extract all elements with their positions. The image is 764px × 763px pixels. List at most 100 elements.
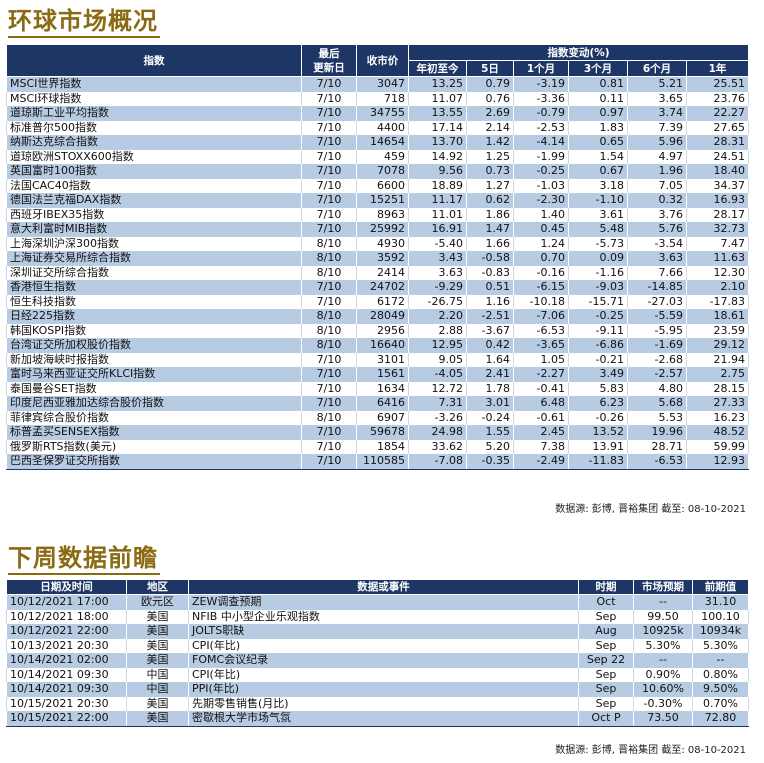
table-row: 标普孟买SENSEX指数 7/10 59678 24.98 1.55 2.45 13.52 1… (6, 425, 750, 440)
table-row: 10/15/2021 20:30 美国 先期零售销售(月比) Sep -0.30% 0.7… (6, 696, 749, 711)
index-name-cell: 新加坡海峡时报指数 (6, 352, 302, 367)
table-row: 法国CAC40指数 7/10 6600 18.89 1.27 -1.03 3.18 7.05 3… (6, 178, 750, 193)
last-update-cell: 7/10 (301, 222, 357, 237)
3m-change-cell: -6.86 (568, 338, 628, 353)
table-row: 10/12/2021 22:00 美国 JOLTS职缺 Aug 10925k 10934k (6, 624, 749, 639)
5d-change-cell: 0.42 (466, 338, 514, 353)
index-name-cell: 香港恒生指数 (6, 280, 302, 295)
3m-change-cell: 13.52 (568, 425, 628, 440)
1y-change-cell: 2.75 (685, 367, 750, 382)
1m-change-cell: -3.65 (513, 338, 569, 353)
6m-change-cell: 5.96 (627, 135, 687, 150)
close-price-cell: 718 (356, 91, 409, 106)
3m-change-cell: -1.10 (568, 193, 628, 208)
1m-change-cell: 2.45 (513, 425, 569, 440)
3m-change-cell: -1.16 (568, 265, 628, 280)
1m-change-cell: -1.03 (513, 178, 569, 193)
period-cell: Sep (578, 638, 634, 653)
5d-change-cell: 1.64 (466, 352, 514, 367)
table-row: 10/12/2021 17:00 欧元区 ZEW调查预期 Oct -- 31.10 (6, 594, 749, 610)
header-period: 时期 (578, 579, 634, 595)
period-cell: Oct P (578, 711, 634, 727)
region-cell: 中国 (126, 667, 189, 682)
ytd-change-cell: 14.92 (408, 149, 467, 164)
6m-change-cell: 5.21 (627, 76, 687, 92)
prior-value-cell: 9.50% (692, 682, 749, 697)
prior-value-cell: 0.80% (692, 667, 749, 682)
prior-value-cell: 5.30% (692, 638, 749, 653)
5d-change-cell: 1.78 (466, 381, 514, 396)
6m-change-cell: 4.97 (627, 149, 687, 164)
event-cell: JOLTS职缺 (188, 624, 579, 639)
last-update-cell: 7/10 (301, 396, 357, 411)
5d-change-cell: 2.14 (466, 120, 514, 135)
table-row: 10/12/2021 18:00 美国 NFIB 中小型企业乐观指数 Sep 99.50… (6, 609, 749, 624)
event-cell: CPI(年比) (188, 638, 579, 653)
close-price-cell: 1854 (356, 439, 409, 454)
ytd-change-cell: -9.29 (408, 280, 467, 295)
5d-change-cell: 5.20 (466, 439, 514, 454)
header-6m: 6个月 (627, 60, 687, 77)
source-note-calendar: 数据源: 彭博, 晋裕集团 截至: 08-10-2021 (555, 745, 746, 756)
1y-change-cell: 27.65 (685, 120, 750, 135)
1y-change-cell: 21.94 (685, 352, 750, 367)
region-cell: 美国 (126, 653, 189, 668)
ytd-change-cell: 13.70 (408, 135, 467, 150)
index-name-cell: 标准普尔500指数 (6, 120, 302, 135)
header-datetime: 日期及时间 (6, 579, 127, 595)
6m-change-cell: 0.32 (627, 193, 687, 208)
datetime-cell: 10/12/2021 17:00 (6, 594, 127, 610)
1m-change-cell: -2.53 (513, 120, 569, 135)
region-cell: 中国 (126, 682, 189, 697)
table-row: 道琼斯工业平均指数 7/10 34755 13.55 2.69 -0.79 0.97 3.74… (6, 106, 750, 121)
table-row: 巴西圣保罗证交所指数 7/10 110585 -7.08 -0.35 -2.49 -11.8… (6, 454, 750, 470)
3m-change-cell: 0.67 (568, 164, 628, 179)
6m-change-cell: 5.68 (627, 396, 687, 411)
last-update-cell: 8/10 (301, 309, 357, 324)
5d-change-cell: 1.16 (466, 294, 514, 309)
1y-change-cell: 12.93 (685, 454, 750, 470)
table-row: 印度尼西亚雅加达综合股价指数 7/10 6416 7.31 3.01 6.48 6.23 5.… (6, 396, 750, 411)
5d-change-cell: 2.69 (466, 106, 514, 121)
3m-change-cell: 0.97 (568, 106, 628, 121)
datetime-cell: 10/14/2021 09:30 (6, 682, 127, 697)
table-row: 10/14/2021 02:00 美国 FOMC会议纪录 Sep 22 -- -- (6, 653, 749, 668)
last-update-cell: 7/10 (301, 280, 357, 295)
header-prior: 前期值 (692, 579, 749, 595)
close-price-cell: 1634 (356, 381, 409, 396)
close-price-cell: 59678 (356, 425, 409, 440)
table-row: 标准普尔500指数 7/10 4400 17.14 2.14 -2.53 1.83 7.39 2… (6, 120, 750, 135)
1y-change-cell: 28.31 (685, 135, 750, 150)
1y-change-cell: 12.30 (685, 265, 750, 280)
header-index: 指数 (6, 44, 302, 77)
close-price-cell: 24702 (356, 280, 409, 295)
1m-change-cell: -6.15 (513, 280, 569, 295)
section-title-global-markets: 环球市场概况 (8, 6, 160, 38)
last-update-cell: 7/10 (301, 367, 357, 382)
period-cell: Sep (578, 696, 634, 711)
last-update-cell: 8/10 (301, 265, 357, 280)
period-cell: Sep (578, 682, 634, 697)
last-update-cell: 8/10 (301, 410, 357, 425)
last-update-cell: 7/10 (301, 91, 357, 106)
1m-change-cell: 0.70 (513, 251, 569, 266)
6m-change-cell: -3.54 (627, 236, 687, 251)
5d-change-cell: 0.76 (466, 91, 514, 106)
1y-change-cell: -17.83 (685, 294, 750, 309)
close-price-cell: 8963 (356, 207, 409, 222)
1y-change-cell: 16.93 (685, 193, 750, 208)
ytd-change-cell: 13.55 (408, 106, 467, 121)
1m-change-cell: 1.05 (513, 352, 569, 367)
last-update-cell: 8/10 (301, 251, 357, 266)
datetime-cell: 10/15/2021 20:30 (6, 696, 127, 711)
ytd-change-cell: 9.05 (408, 352, 467, 367)
5d-change-cell: 0.62 (466, 193, 514, 208)
forecast-cell: 0.90% (633, 667, 693, 682)
1m-change-cell: -2.30 (513, 193, 569, 208)
index-name-cell: 台湾证交所加权股价指数 (6, 338, 302, 353)
ytd-change-cell: 18.89 (408, 178, 467, 193)
forecast-cell: 73.50 (633, 711, 693, 727)
last-update-cell: 7/10 (301, 178, 357, 193)
header-region: 地区 (126, 579, 189, 595)
index-name-cell: 上海证券交易所综合指数 (6, 251, 302, 266)
